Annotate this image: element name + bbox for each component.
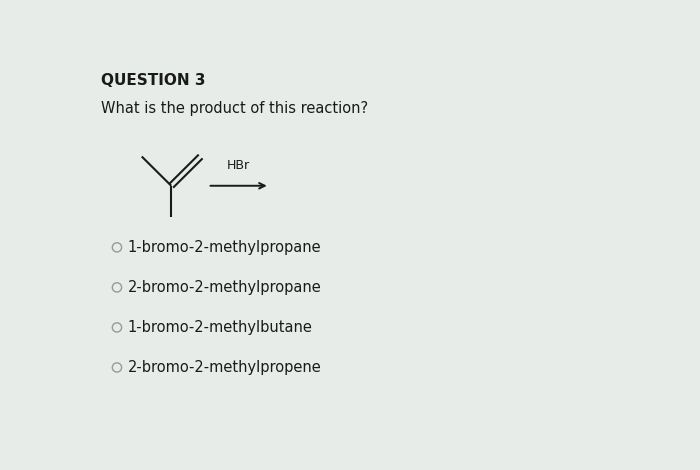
Text: 1-bromo-2-methylpropane: 1-bromo-2-methylpropane	[128, 240, 321, 255]
Text: QUESTION 3: QUESTION 3	[102, 73, 206, 88]
Text: 2-bromo-2-methylpropane: 2-bromo-2-methylpropane	[128, 280, 321, 295]
Text: 2-bromo-2-methylpropene: 2-bromo-2-methylpropene	[128, 360, 321, 375]
Text: 1-bromo-2-methylbutane: 1-bromo-2-methylbutane	[128, 320, 313, 335]
Text: HBr: HBr	[227, 159, 250, 172]
Text: What is the product of this reaction?: What is the product of this reaction?	[102, 101, 369, 116]
